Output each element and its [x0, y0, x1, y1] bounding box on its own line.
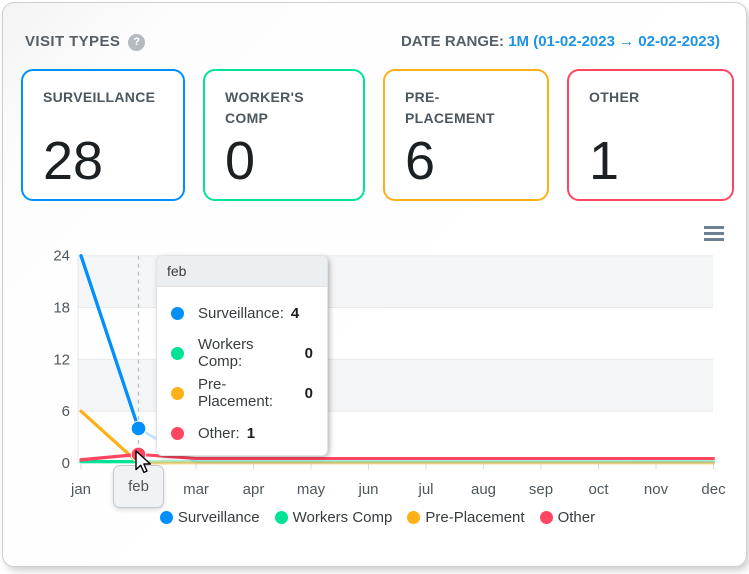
x-axis-tick-label: sep — [529, 481, 553, 498]
tooltip-title: feb — [157, 256, 327, 287]
legend-label: Other — [557, 509, 596, 526]
tooltip-row: Other: 1 — [157, 413, 327, 453]
card-pre-placement[interactable]: PRE-PLACEMENT 6 — [383, 69, 549, 201]
card-value: 1 — [589, 130, 620, 191]
tooltip-row: Pre-Placement: 0 — [157, 373, 327, 413]
tooltip-value: 0 — [304, 384, 313, 402]
card-value: 28 — [43, 130, 104, 191]
card-title: PRE-PLACEMENT — [405, 89, 495, 126]
card-workers-comp[interactable]: WORKER'S COMP 0 — [203, 69, 365, 201]
date-range: DATE RANGE: 1M (01-02-2023 → 02-02-2023) — [401, 33, 720, 50]
tooltip-label: Workers Comp: — [198, 336, 254, 370]
card-title: WORKER'S COMP — [225, 89, 304, 126]
y-axis-tick-label: 6 — [62, 403, 70, 420]
y-axis-tick-label: 12 — [53, 351, 70, 368]
series-line-other-trail — [137, 452, 715, 460]
card-surveillance[interactable]: SURVEILLANCE 28 — [21, 69, 185, 201]
help-icon[interactable]: ? — [128, 34, 146, 51]
legend-label: Surveillance — [177, 509, 260, 526]
y-axis-tick-label: 0 — [62, 455, 70, 472]
marker-other-feb[interactable] — [130, 446, 147, 463]
tooltip-row: Surveillance: 4 — [157, 293, 327, 333]
x-axis-tick-label: jun — [357, 481, 378, 498]
x-axis-tick-label: mar — [183, 481, 209, 498]
legend-item-other[interactable]: Other — [539, 509, 596, 526]
visit-types-panel: VISIT TYPES ? DATE RANGE: 1M (01-02-2023… — [2, 2, 747, 567]
series-line-other — [79, 452, 141, 462]
x-axis-tick-label: jan — [70, 481, 91, 498]
tooltip-rows: Surveillance: 4 Workers Comp: 0 Pre-Plac… — [157, 287, 327, 453]
x-axis-tick-label: apr — [243, 481, 265, 498]
page-title: VISIT TYPES — [25, 33, 121, 50]
chart-legend: Surveillance Workers Comp Pre-Placement … — [3, 509, 749, 526]
x-axis-tick-label: oct — [588, 481, 609, 498]
series-dot-workers-comp — [171, 346, 184, 360]
legend-dot — [539, 511, 553, 524]
chart-tooltip: feb Surveillance: 4 Workers Comp: 0 Pre-… — [156, 255, 328, 456]
card-title: OTHER — [589, 89, 640, 105]
card-value: 6 — [405, 130, 436, 191]
legend-label: Workers Comp — [292, 509, 393, 526]
y-axis-tick-label: 24 — [53, 248, 70, 265]
x-axis-tick-label: nov — [644, 481, 669, 498]
x-axis-tick-label: jul — [417, 481, 433, 498]
legend-item-workers-comp[interactable]: Workers Comp — [274, 509, 393, 526]
series-line-surveillance — [79, 254, 141, 431]
tooltip-label: Pre-Placement: — [198, 376, 274, 410]
tooltip-value: 1 — [246, 424, 256, 442]
legend-item-pre-placement[interactable]: Pre-Placement — [407, 509, 525, 526]
card-value: 0 — [225, 130, 256, 191]
series-dot-other — [171, 426, 184, 440]
xaxis-highlight-feb: feb — [113, 465, 164, 508]
x-axis-tick-label: may — [297, 481, 326, 498]
tooltip-value: 0 — [304, 344, 313, 362]
panel-header: VISIT TYPES ? DATE RANGE: 1M (01-02-2023… — [25, 33, 720, 55]
tooltip-label: Other: — [198, 424, 240, 442]
x-axis-tick-label: aug — [471, 481, 496, 498]
chart-menu-icon[interactable] — [704, 226, 726, 244]
tooltip-label: Surveillance: — [198, 304, 284, 322]
date-range-label: DATE RANGE: — [400, 33, 505, 50]
y-axis-tick-label: 18 — [53, 300, 70, 317]
tooltip-row: Workers Comp: 0 — [157, 333, 327, 373]
tooltip-value: 4 — [290, 304, 300, 322]
legend-dot — [159, 511, 173, 524]
legend-dot — [407, 511, 421, 524]
x-axis-tick-label: dec — [701, 481, 726, 498]
card-other[interactable]: OTHER 1 — [567, 69, 734, 201]
marker-surveillance-feb[interactable] — [130, 420, 147, 437]
card-title: SURVEILLANCE — [43, 89, 156, 105]
visit-type-cards: SURVEILLANCE 28 WORKER'S COMP 0 PRE-PLAC… — [21, 69, 734, 201]
series-dot-surveillance — [171, 306, 184, 320]
legend-label: Pre-Placement — [425, 509, 525, 526]
date-range-value[interactable]: 1M (01-02-2023 → 02-02-2023) — [508, 33, 720, 50]
series-dot-pre-placement — [171, 386, 184, 400]
legend-item-surveillance[interactable]: Surveillance — [159, 509, 260, 526]
legend-dot — [274, 511, 288, 524]
